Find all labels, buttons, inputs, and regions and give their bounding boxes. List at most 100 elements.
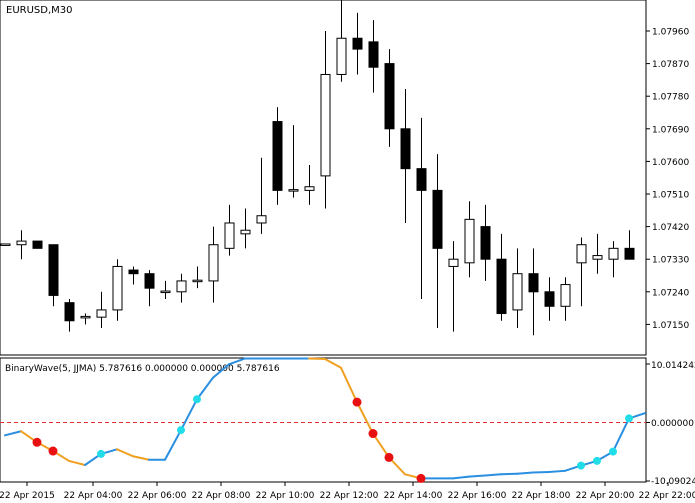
candle-body-bull [160,290,171,294]
time-axis: 22 Apr 2015 22 Apr 04:00 22 Apr 06:00 22 Ap… [0,482,695,501]
signal-dot-down [48,446,58,456]
price-label: 1.07960 [652,28,689,38]
price-label: 1.07330 [652,256,689,266]
wave-segment [548,469,566,473]
candle-body-bull [240,229,251,235]
candle-body-bear [496,258,507,315]
candle-body-bull [288,189,299,192]
candle-body-bull [176,280,187,293]
wave-segment [532,470,550,474]
candle [528,248,539,336]
candlestick-series [0,0,635,336]
candle-body-bear [624,247,635,260]
candle [480,204,491,281]
signal-dot-up [593,456,601,465]
candle-body-bear [368,41,379,68]
candle-body-bull [192,279,203,283]
candle [16,230,27,260]
signal-dot-up [625,414,633,423]
signal-dot-up [97,449,105,458]
time-label: 22 Apr 14:00 [384,491,443,501]
candle-body-bear [128,269,139,275]
candle [96,291,107,329]
wave-segment [324,358,342,369]
candle [432,154,443,329]
candle-body-bear [416,168,427,191]
price-label: 1.07420 [652,223,689,233]
signal-dot-up [609,447,617,456]
time-label: 22 Apr 18:00 [512,491,571,501]
wave-segment [500,472,518,476]
wave-segment [180,398,198,432]
time-label: 22 Apr 10:00 [256,491,315,501]
wave-segment [516,471,534,475]
candle-body-bull [96,309,107,318]
candle-body-bear [64,302,75,322]
candle-body-bear [544,291,555,307]
signal-dot-up [177,426,185,435]
wave-segment [340,366,358,404]
wave-segment [212,363,230,379]
candle [272,107,283,205]
candle-body-bear [48,244,59,296]
candle [176,273,187,303]
candle [496,233,507,321]
candle-body-bull [512,273,523,311]
wave-segment [164,429,182,461]
candle-body-bull [0,243,11,246]
candle-body-bull [448,258,459,267]
candle-body-bear [352,37,363,50]
signal-dot-down [416,473,426,483]
candle [592,233,603,274]
candle-body-bull [112,265,123,311]
candle-body-bull [256,215,267,224]
candle [400,88,411,223]
candle-body-bull [208,244,219,282]
candle-body-bear [32,240,43,249]
candle-body-bear [384,63,395,130]
indicator-pane[interactable] [0,357,647,483]
time-label: 22 Apr 12:00 [320,491,379,501]
price-pane[interactable] [0,0,647,356]
time-label: 22 Apr 20:00 [576,491,635,501]
signal-dot-up [577,461,585,470]
candle-body-bear [528,273,539,293]
candle [128,266,139,285]
candle [576,237,587,307]
candle [240,208,251,249]
wave-segment [132,455,150,461]
candle [0,243,11,246]
price-label: 1.07240 [652,288,689,298]
candle [224,204,235,256]
candle [416,117,427,300]
candle-body-bull [224,222,235,249]
time-label: 22 Apr 04:00 [64,491,123,501]
candle [256,157,267,234]
candle [112,259,123,321]
time-label: 22 Apr 22:00 [639,491,695,501]
candle-body-bull [592,255,603,260]
candle-body-bull [576,244,587,264]
wave-segment [308,357,326,361]
candle [80,313,91,325]
candle [32,240,43,249]
candle [160,280,171,300]
wave-segment [612,417,630,453]
candle [208,226,219,303]
candle [368,20,379,93]
candle [144,270,155,307]
price-label: 1.07150 [652,321,689,331]
candle [560,277,571,321]
wave-segment [68,459,86,466]
wave-segment [452,475,470,480]
candle-body-bull [320,73,331,177]
wave-segment [116,448,134,458]
wave-segment [228,357,246,366]
indicator-axis-zero: 0.000000 [651,419,694,429]
wave-segment [372,432,390,459]
candle-body-bear [144,273,155,289]
candle-body-bear [272,121,283,191]
candle [48,244,59,307]
